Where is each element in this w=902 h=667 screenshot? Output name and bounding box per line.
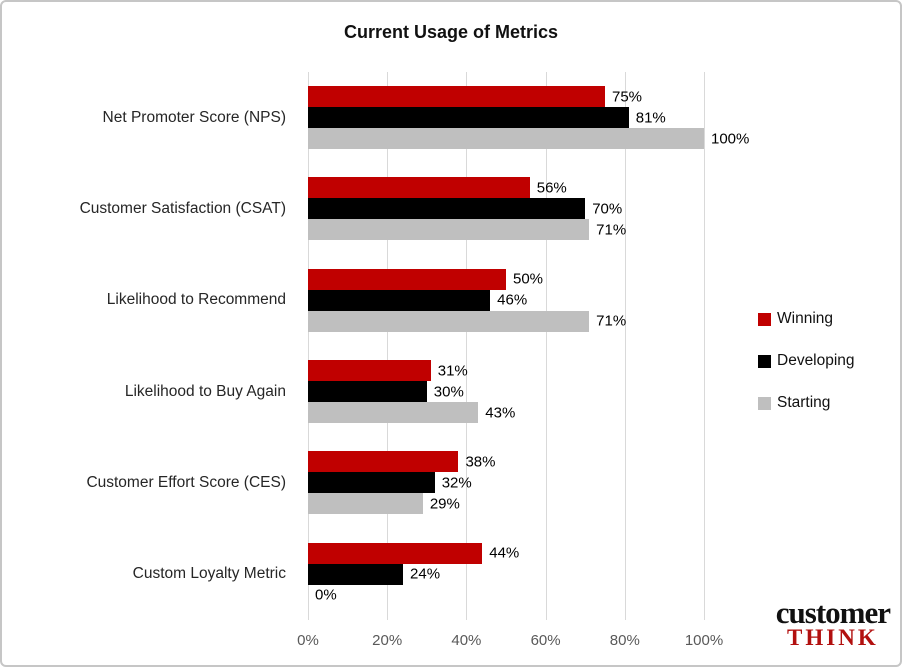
bar-starting — [308, 310, 590, 332]
data-label: 71% — [596, 312, 627, 330]
legend: Winning Developing Starting — [758, 310, 855, 436]
data-label: 31% — [437, 362, 468, 379]
data-label: 43% — [485, 404, 516, 421]
logo-text-think: THINK — [787, 625, 879, 650]
bar-starting — [308, 128, 704, 149]
bar-developing — [308, 289, 491, 311]
bar-starting — [308, 219, 590, 241]
legend-swatch — [758, 312, 771, 326]
data-label: 81% — [635, 109, 666, 126]
data-label: 46% — [497, 291, 528, 309]
legend-item-winning: Winning — [758, 310, 855, 328]
logo-text-customer: customer — [775, 595, 891, 630]
category-label: Likelihood to Recommend — [106, 291, 286, 309]
bar-winning — [308, 268, 506, 290]
bar-developing — [308, 107, 629, 128]
legend-swatch — [758, 396, 771, 410]
category-label: Custom Loyalty Metric — [132, 565, 286, 583]
data-label: 32% — [441, 474, 472, 492]
plot-area: 75% 81% 100% 56% 70% 71% 50% 46% 71% 31% 30% 43% 38%… — [308, 72, 749, 620]
data-label: 71% — [596, 221, 627, 239]
gridline — [387, 72, 389, 620]
gridline — [624, 72, 626, 620]
data-label: 56% — [536, 179, 567, 197]
data-label: 70% — [592, 200, 623, 218]
legend-label: Winning — [777, 310, 833, 327]
bar-winning — [308, 177, 530, 199]
legend-item-starting: Starting — [758, 394, 855, 412]
bar-winning — [308, 360, 431, 381]
data-label: 30% — [433, 383, 464, 400]
category-label: Customer Effort Score (CES) — [86, 474, 286, 491]
x-axis-tick-label: 100% — [684, 632, 724, 649]
data-label: 0% — [315, 586, 337, 604]
gridline — [704, 72, 705, 620]
x-axis-tick-label: 80% — [609, 632, 640, 649]
legend-swatch — [758, 354, 771, 368]
bar-developing — [308, 381, 427, 402]
data-label: 38% — [465, 453, 496, 471]
chart-title: Current Usage of Metrics — [343, 22, 559, 42]
gridline — [466, 72, 468, 620]
data-label: 29% — [429, 495, 460, 513]
bar-starting — [308, 493, 423, 515]
bar-starting — [308, 402, 479, 423]
x-axis: 0% 20% 40% 60% 80% 100% — [297, 632, 723, 654]
x-axis-tick-label: 20% — [372, 632, 403, 649]
legend-label: Developing — [777, 352, 855, 369]
data-label: 44% — [489, 544, 520, 562]
x-axis-tick-label: 0% — [297, 632, 319, 649]
category-label: Net Promoter Score (NPS) — [102, 108, 286, 126]
bar-winning — [308, 451, 459, 473]
data-label: 24% — [410, 565, 441, 583]
x-axis-tick-label: 40% — [451, 632, 482, 649]
x-axis-tick-label: 60% — [530, 632, 561, 649]
legend-label: Starting — [777, 394, 831, 411]
category-label: Likelihood to Buy Again — [124, 382, 286, 400]
bar-developing — [308, 472, 435, 494]
bar-winning — [308, 542, 483, 564]
data-label: 50% — [513, 270, 544, 288]
data-label: 100% — [711, 130, 750, 147]
gridline — [308, 72, 309, 620]
bar-developing — [308, 198, 586, 220]
category-axis: Net Promoter Score (NPS) Customer Satisfa… — [2, 72, 296, 620]
data-label: 75% — [612, 88, 643, 105]
bar-winning — [308, 86, 605, 107]
legend-item-developing: Developing — [758, 352, 855, 370]
category-label: Customer Satisfaction (CSAT) — [79, 200, 286, 217]
brand-logo: customer THINK — [775, 595, 891, 650]
gridline — [545, 72, 547, 620]
bar-developing — [308, 563, 404, 585]
